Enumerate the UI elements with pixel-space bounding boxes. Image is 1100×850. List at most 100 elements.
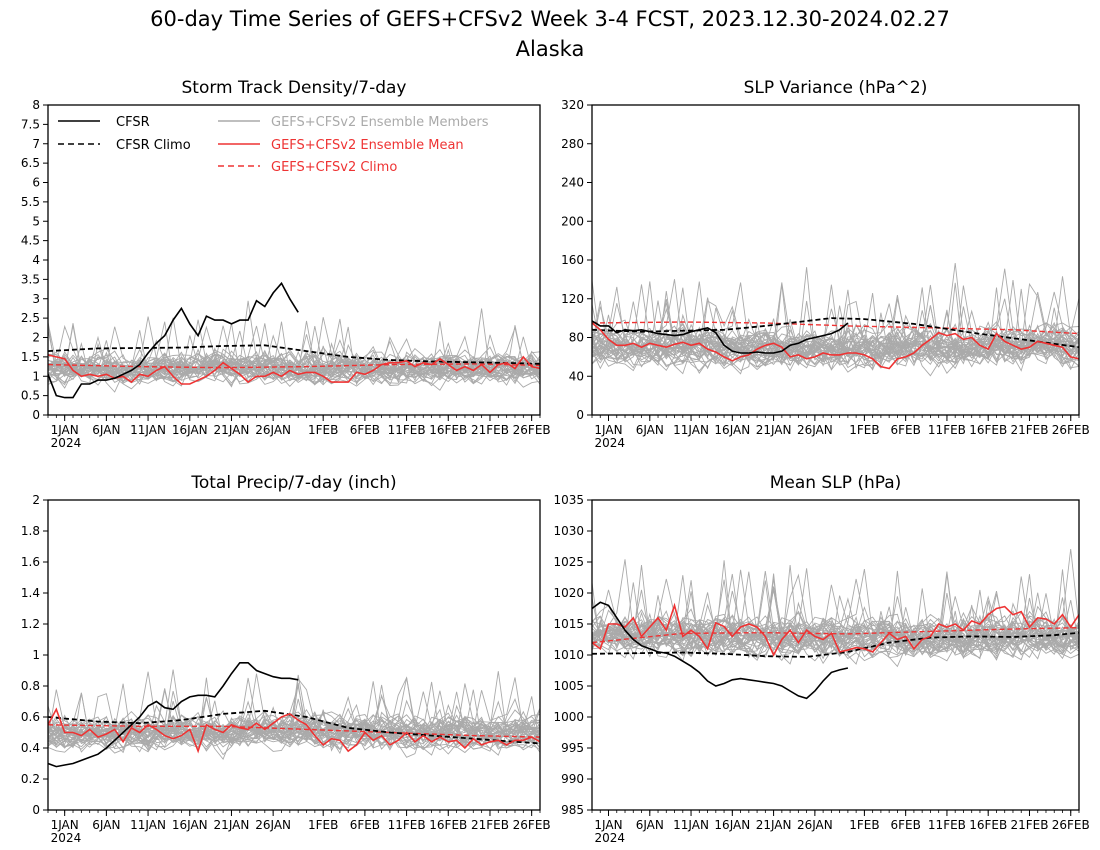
ensemble-member-line: [592, 592, 1079, 662]
ensemble-member-line: [48, 713, 540, 747]
x-tick-label: 1FEB: [308, 818, 338, 832]
y-tick-label: 1000: [553, 710, 584, 724]
x-tick-label: 1FEB: [308, 423, 338, 437]
x-tick-label: 11FEB: [388, 818, 426, 832]
x-tick-label: 16JAN: [714, 818, 750, 832]
x-tick-label: 21JAN: [214, 423, 250, 437]
y-tick-label: 0.5: [21, 389, 40, 403]
y-tick-label: 3.5: [21, 272, 40, 286]
series-gefs-cfsv2-climo: [592, 627, 1079, 644]
x-tick-label: 6FEB: [350, 423, 380, 437]
plot-area: [48, 281, 540, 399]
plot-area: [48, 661, 540, 768]
ensemble-member-line: [592, 595, 1079, 657]
y-tick-label: 985: [561, 803, 584, 817]
chart-panel-1: Storm Track Density/7-day 0 0.5 1 1.5 2 2.5 3 3.…: [21, 78, 551, 450]
y-tick-label: 0.8: [21, 679, 40, 693]
ensemble-member-line: [592, 569, 1079, 661]
x-tick-label: 6JAN: [636, 818, 664, 832]
y-tick-label: 8: [32, 98, 40, 112]
ensemble-member-line: [592, 329, 1079, 366]
y-tick-label: 280: [561, 137, 584, 151]
ensemble-member-line: [592, 560, 1079, 665]
y-tick-label: 1035: [553, 493, 584, 507]
legend-label: GEFS+CFSv2 Ensemble Mean: [271, 138, 464, 153]
x-tick-label: 6JAN: [636, 423, 664, 437]
x-year-label: 2024: [51, 831, 82, 845]
y-tick-label: 2: [32, 331, 40, 345]
legend-label: GEFS+CFSv2 Ensemble Members: [271, 115, 489, 130]
x-tick-label: 11JAN: [673, 423, 709, 437]
x-tick-label: 21FEB: [471, 423, 509, 437]
x-tick-label: 6FEB: [890, 423, 920, 437]
series-gefs-cfsv2-ensemble-mean: [592, 602, 1079, 657]
x-tick-label: 1JAN: [51, 818, 79, 832]
series-cfsr: [48, 661, 299, 768]
x-tick-label: 11FEB: [928, 818, 966, 832]
ensemble-member-line: [592, 300, 1079, 367]
ensemble-member-line: [592, 292, 1079, 377]
ensemble-member-line: [592, 289, 1079, 361]
series-cfsr: [592, 320, 849, 354]
series-cfsr-climo: [592, 317, 1079, 349]
y-tick-label: 6: [32, 176, 40, 190]
panel-title: Storm Track Density/7-day: [182, 78, 407, 98]
chart-panel-2: SLP Variance (hPa^2) 0 40 80 120 160 200 240 280…: [561, 78, 1090, 450]
x-tick-label: 11JAN: [130, 818, 166, 832]
plot-frame: [47, 499, 541, 811]
x-tick-label: 21JAN: [214, 818, 250, 832]
y-tick-label: 7: [32, 137, 40, 151]
x-tick-label: 1FEB: [849, 423, 879, 437]
y-tick-label: 3: [32, 292, 40, 306]
series-gefs-cfsv2-climo: [592, 321, 1079, 335]
ensemble-member-line: [592, 605, 1079, 668]
y-tick-label: 240: [561, 176, 584, 190]
y-tick-label: 1.5: [21, 350, 40, 364]
y-tick-label: 0.6: [21, 710, 40, 724]
series-cfsr-climo: [592, 631, 1079, 658]
plot-area: [592, 548, 1079, 700]
series-cfsr: [592, 601, 849, 700]
y-tick-label: 0.2: [21, 772, 40, 786]
y-tick-label: 0: [32, 408, 40, 422]
ensemble-member-line: [592, 284, 1079, 366]
ensemble-member-line: [592, 330, 1079, 371]
x-tick-label: 11JAN: [130, 423, 166, 437]
y-tick-label: 5.5: [21, 195, 40, 209]
y-tick-label: 1015: [553, 617, 584, 631]
x-tick-label: 26JAN: [797, 423, 833, 437]
plot-frame: [591, 499, 1080, 811]
y-tick-label: 200: [561, 214, 584, 228]
y-tick-label: 990: [561, 772, 584, 786]
x-tick-label: 16FEB: [969, 818, 1007, 832]
series-cfsr-climo: [48, 344, 540, 365]
legend-label: GEFS+CFSv2 Climo: [271, 160, 397, 175]
y-tick-label: 1010: [553, 648, 584, 662]
x-tick-label: 6FEB: [890, 818, 920, 832]
chart-panel-4: Mean SLP (hPa) 985 990 995 1000 1005 1010 1015 1…: [553, 473, 1089, 845]
y-tick-label: 320: [561, 98, 584, 112]
x-tick-label: 26JAN: [255, 818, 291, 832]
x-tick-label: 16JAN: [714, 423, 750, 437]
ensemble-member-line: [592, 300, 1079, 366]
y-tick-label: 6.5: [21, 156, 40, 170]
y-tick-label: 1005: [553, 679, 584, 693]
x-tick-label: 6FEB: [350, 818, 380, 832]
x-tick-label: 11JAN: [673, 818, 709, 832]
y-tick-label: 1: [32, 648, 40, 662]
figure-title: 60-day Time Series of GEFS+CFSv2 Week 3-…: [150, 7, 950, 31]
x-tick-label: 26FEB: [513, 818, 551, 832]
series-gefs-cfsv2-ensemble-mean: [48, 354, 540, 385]
series-gefs-cfsv2-ensemble-mean: [48, 707, 540, 754]
y-tick-label: 160: [561, 253, 584, 267]
y-tick-label: 0: [32, 803, 40, 817]
y-tick-label: 1: [32, 369, 40, 383]
x-tick-label: 21FEB: [471, 818, 509, 832]
x-year-label: 2024: [595, 436, 626, 450]
x-tick-label: 1JAN: [594, 423, 622, 437]
y-tick-label: 40: [569, 369, 584, 383]
y-tick-label: 1.6: [21, 555, 40, 569]
ensemble-member-line: [592, 587, 1079, 656]
x-year-label: 2024: [51, 436, 82, 450]
x-tick-label: 26JAN: [797, 818, 833, 832]
